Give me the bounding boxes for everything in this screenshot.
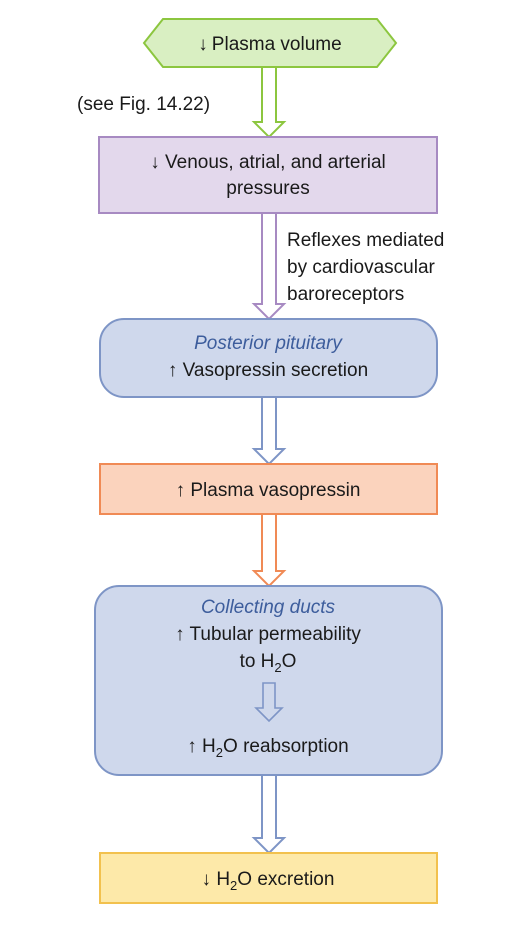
h2o-excretion-box bbox=[99, 852, 438, 904]
plasma-vasopressin-label: ↑ Plasma vasopressin bbox=[176, 480, 361, 501]
arrow-pressures-to-pituitary bbox=[251, 211, 287, 321]
reflexes-line-3: baroreceptors bbox=[287, 284, 404, 305]
inner-down-arrow-icon bbox=[254, 682, 284, 723]
h2o-reabsorption-label: ↑ H2O reabsorption bbox=[187, 736, 348, 760]
see-fig-annotation: (see Fig. 14.22) bbox=[77, 94, 210, 115]
pressures-line-1: ↓ Venous, atrial, and arterial bbox=[150, 152, 386, 173]
plasma-volume-box bbox=[142, 18, 398, 68]
reflexes-line-1: Reflexes mediated bbox=[287, 230, 444, 251]
collecting-ducts-box bbox=[94, 585, 443, 776]
arrow-plasma-vasopressin-to-ducts bbox=[251, 512, 287, 588]
pressures-box bbox=[98, 136, 438, 214]
arrow-ducts-to-h2o-excretion bbox=[251, 773, 287, 855]
vasopressin-secretion-label: ↑ Vasopressin secretion bbox=[168, 360, 368, 381]
plasma-volume-label: ↓ Plasma volume bbox=[198, 34, 341, 55]
h2o-excretion-label: ↓ H2O excretion bbox=[202, 869, 335, 893]
arrow-plasma-volume-to-pressures bbox=[251, 65, 287, 139]
posterior-pituitary-title: Posterior pituitary bbox=[194, 333, 343, 354]
tubular-permeability-line-1: ↑ Tubular permeability bbox=[175, 624, 361, 645]
tubular-permeability-line-2: to H2O bbox=[240, 651, 297, 675]
reflexes-line-2: by cardiovascular bbox=[287, 257, 436, 278]
plasma-vasopressin-box bbox=[99, 463, 438, 515]
collecting-ducts-title: Collecting ducts bbox=[201, 597, 336, 618]
pressures-line-2: pressures bbox=[226, 178, 309, 199]
arrow-pituitary-to-plasma-vasopressin bbox=[251, 396, 287, 466]
posterior-pituitary-box bbox=[99, 318, 438, 398]
